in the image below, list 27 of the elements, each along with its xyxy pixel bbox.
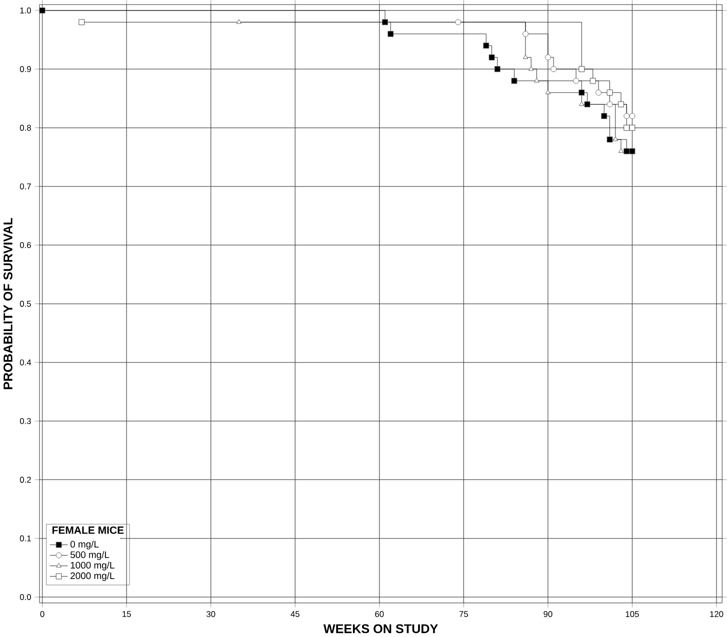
- x-tick-label: 90: [544, 611, 552, 618]
- x-axis-title: WEEKS ON STUDY: [323, 624, 438, 634]
- legend-label: 500 mg/L: [70, 551, 110, 560]
- y-tick-label: 0.5: [20, 300, 31, 307]
- y-tick-label: 0.0: [20, 594, 31, 600]
- y-tick-label: 0.3: [20, 418, 31, 424]
- y-tick-label: 0.1: [20, 536, 31, 542]
- x-tick-label: 105: [626, 611, 639, 618]
- y-tick-label: 0.6: [20, 242, 31, 248]
- y-tick-label: 0.2: [20, 476, 31, 483]
- x-tick-label: 0: [40, 611, 44, 618]
- x-tick-label: 60: [375, 611, 384, 618]
- x-tick-label: 30: [206, 611, 216, 618]
- y-tick-label: 0.4: [20, 360, 32, 366]
- y-tick-label: 1.0: [20, 8, 31, 14]
- x-tick-label: 75: [459, 611, 468, 618]
- legend-label: 1000 mg/L: [70, 562, 114, 571]
- legend-title: FEMALE MICE: [52, 526, 124, 534]
- legend-label: 0 mg/L: [70, 540, 99, 550]
- legend-label: 2000 mg/L: [70, 572, 114, 582]
- y-tick-label: 0.7: [20, 184, 31, 190]
- x-tick-label: 120: [710, 611, 724, 618]
- x-tick-label: 15: [122, 611, 131, 618]
- x-tick-label: 45: [290, 611, 300, 618]
- y-tick-label: 0.8: [20, 124, 31, 131]
- y-axis-title: PROBABILITY OF SURVIVAL: [4, 218, 12, 390]
- y-tick-label: 0.9: [20, 66, 31, 72]
